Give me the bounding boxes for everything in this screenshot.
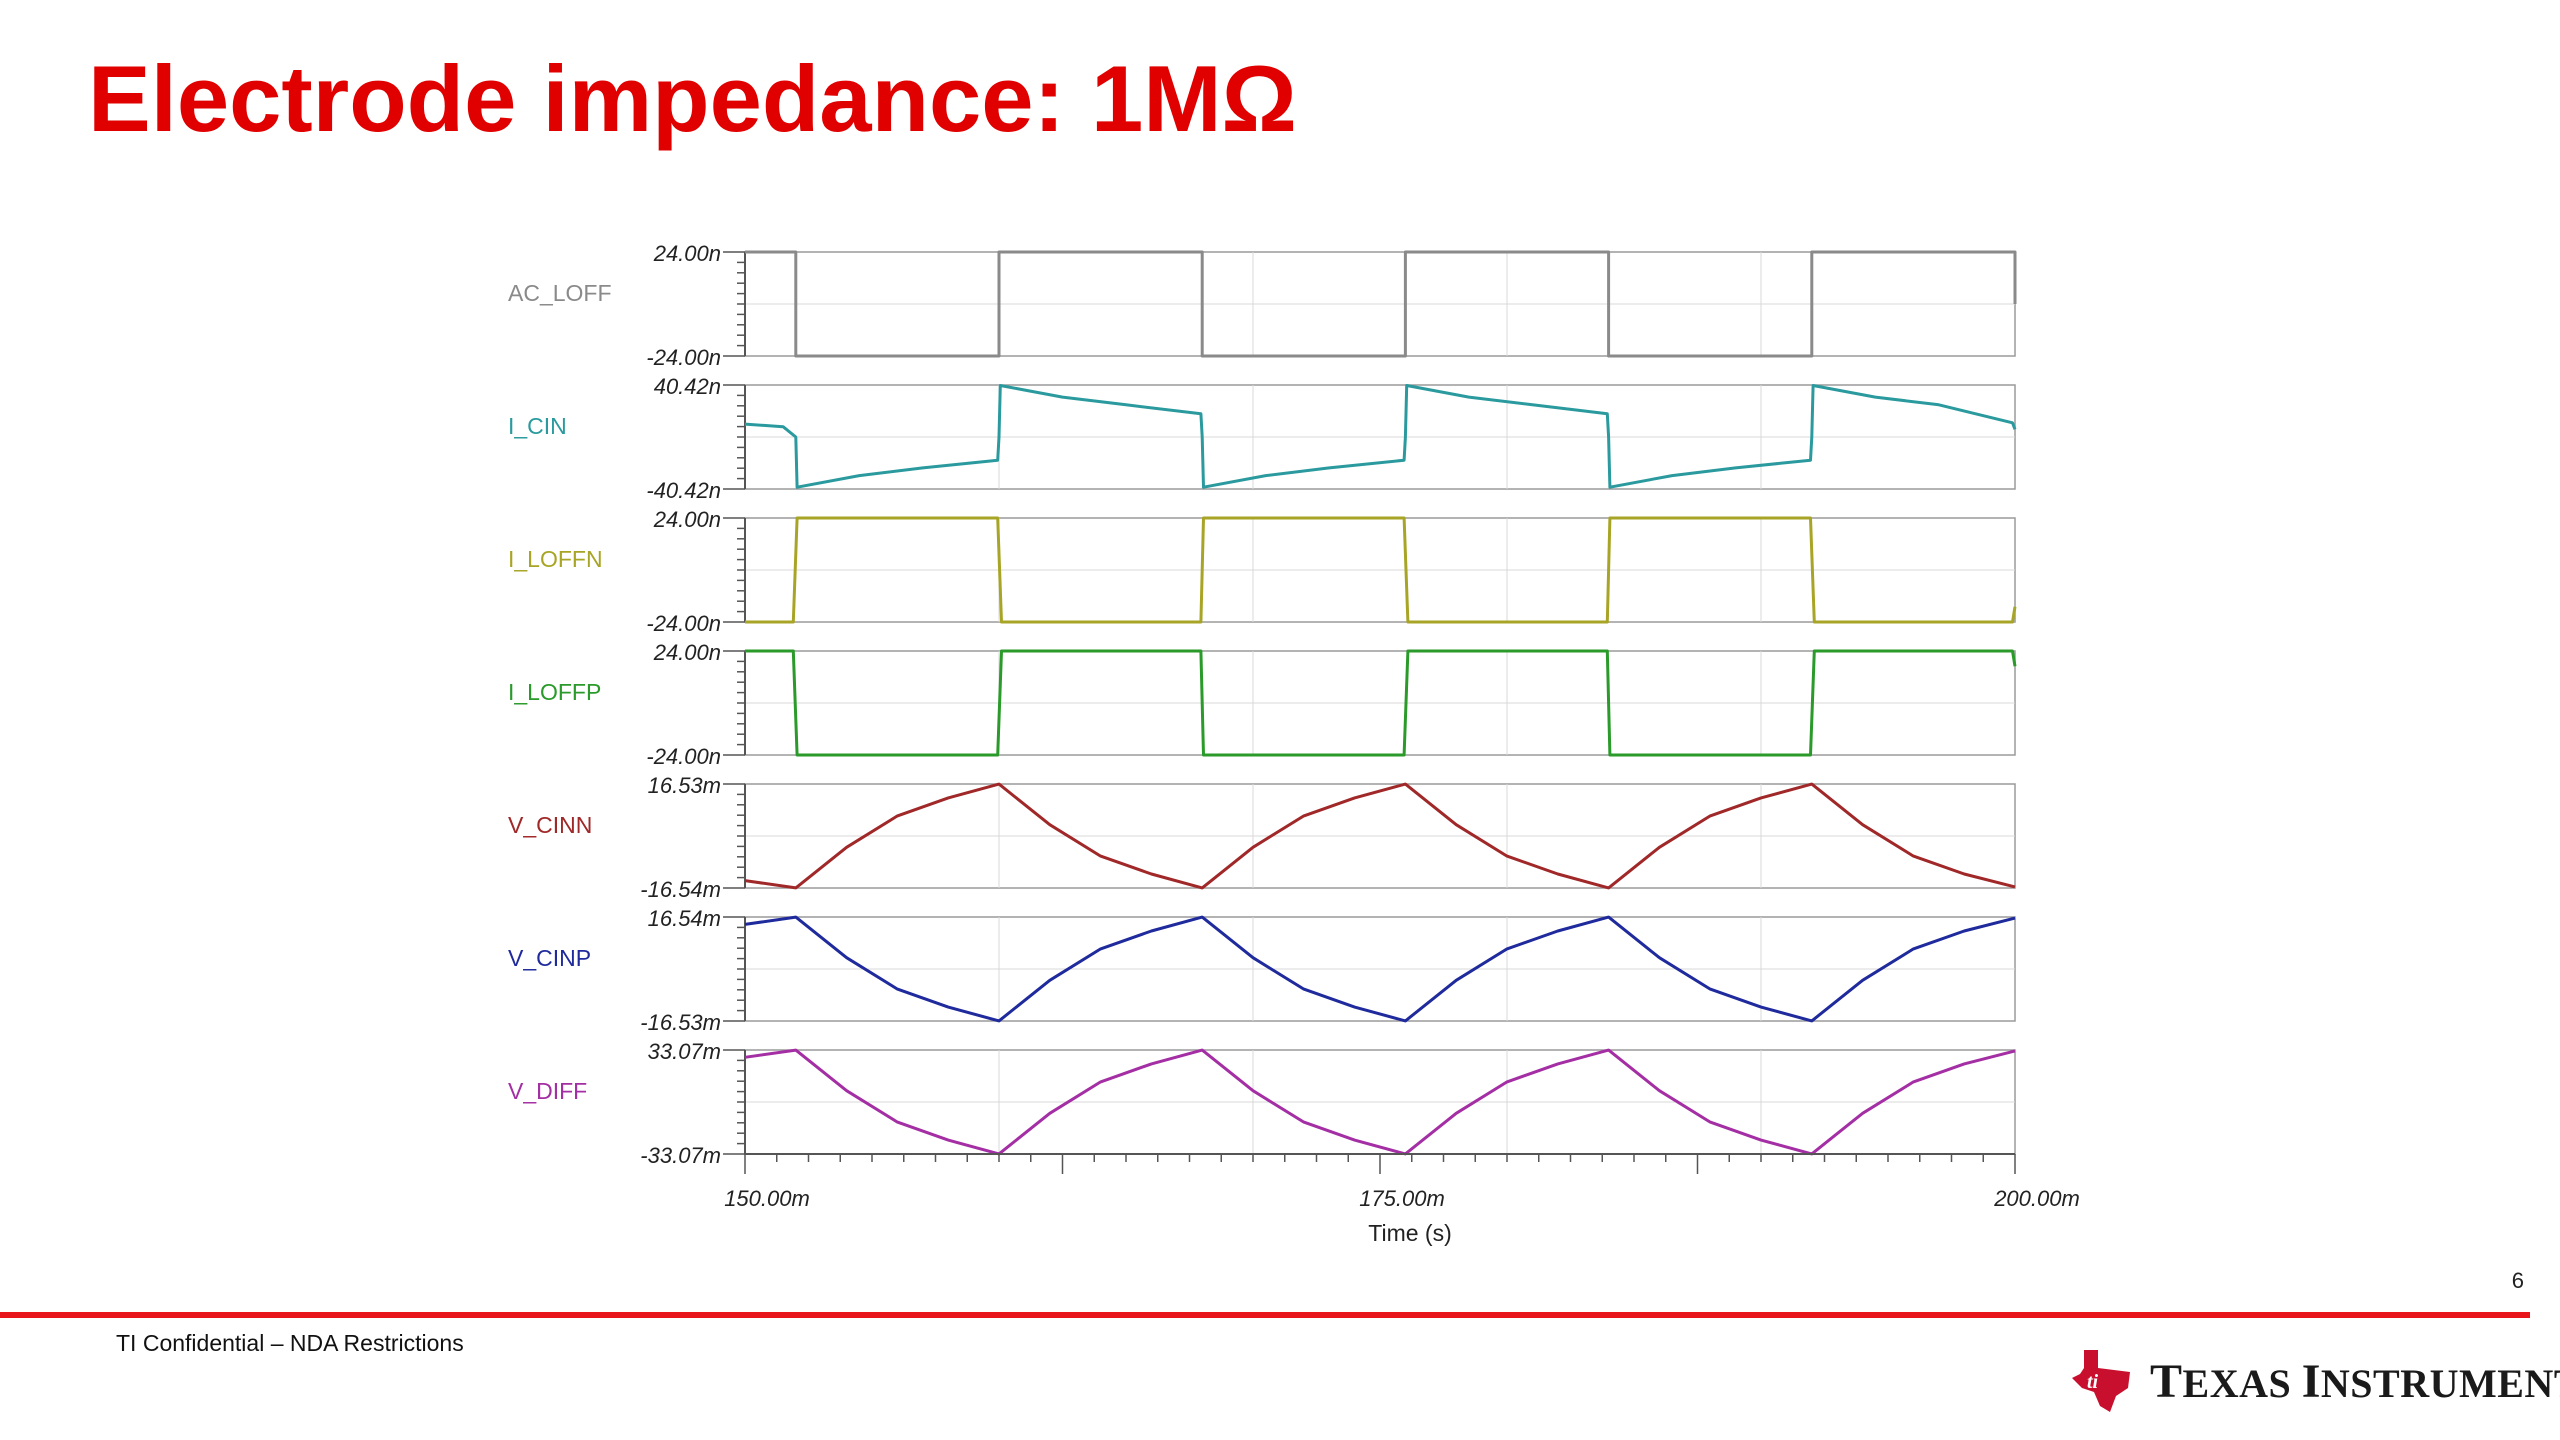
trace-label: I_LOFFP — [508, 679, 601, 705]
trace-label: I_CIN — [508, 413, 567, 439]
series-line — [744, 915, 2016, 1023]
trace-label: V_DIFF — [508, 1078, 587, 1104]
trace-label: AC_LOFF — [508, 280, 612, 306]
trace-panel-v_cinp: 16.54m -16.53m V_CINP — [508, 906, 2016, 1035]
trace-label: V_CINN — [508, 812, 592, 838]
slide-title: Electrode impedance: 1MΩ — [88, 46, 1297, 151]
page-number: 6 — [2511, 1268, 2524, 1293]
trace-panel-v_cinn: 16.53m -16.54m V_CINN — [508, 773, 2016, 902]
y-tick-label-top: 40.42n — [654, 374, 721, 399]
y-tick-label-bottom: -24.00n — [646, 744, 721, 769]
trace-label: V_CINP — [508, 945, 591, 971]
series-line — [744, 782, 2016, 890]
series-line — [745, 250, 2017, 358]
y-tick-label-bottom: -16.53m — [640, 1010, 721, 1035]
ti-logo: ti TEXAS INSTRUMENTS — [2070, 1348, 2560, 1414]
series-line — [745, 649, 2017, 757]
footer-rule — [0, 1312, 2530, 1318]
ti-wordmark: TEXAS INSTRUMENTS — [2150, 1354, 2560, 1408]
y-tick-label-bottom: -24.00n — [646, 345, 721, 370]
y-tick-label-top: 33.07m — [648, 1039, 721, 1064]
x-tick-label: 175.00m — [1359, 1186, 1445, 1211]
svg-text:ti: ti — [2087, 1371, 2099, 1393]
y-tick-label-top: 24.00n — [653, 507, 721, 532]
trace-panel-ac_loff: 24.00n -24.00n AC_LOFF — [508, 241, 2017, 370]
y-tick-label-top: 16.53m — [648, 773, 721, 798]
trace-panel-i_loffp: 24.00n -24.00n I_LOFFP — [508, 640, 2017, 769]
x-tick-label: 200.00m — [1993, 1186, 2080, 1211]
waveform-chart: 24.00n -24.00n AC_LOFF 40.42n -40.42n I_CIN 24… — [508, 241, 2080, 1246]
y-tick-label-top: 24.00n — [653, 241, 721, 266]
y-tick-label-bottom: -24.00n — [646, 611, 721, 636]
y-tick-label-bottom: -33.07m — [640, 1143, 721, 1168]
series-line — [745, 516, 2017, 624]
trace-panel-v_diff: 33.07m -33.07m V_DIFF — [508, 1039, 2016, 1168]
series-line — [744, 1048, 2016, 1156]
trace-panel-i_cin: 40.42n -40.42n I_CIN — [508, 374, 2017, 503]
y-tick-label-top: 16.54m — [648, 906, 721, 931]
x-axis-label: Time (s) — [1368, 1220, 1451, 1246]
texas-state-icon: ti — [2072, 1350, 2130, 1412]
trace-label: I_LOFFN — [508, 546, 603, 572]
confidential-notice: TI Confidential – NDA Restrictions — [116, 1330, 464, 1356]
y-tick-label-top: 24.00n — [653, 640, 721, 665]
series-line — [744, 384, 2017, 489]
y-tick-label-bottom: -16.54m — [640, 877, 721, 902]
x-axis: 150.00m 175.00m 200.00m Time (s) — [724, 1153, 2080, 1246]
y-tick-label-bottom: -40.42n — [646, 478, 721, 503]
trace-panel-i_loffn: 24.00n -24.00n I_LOFFN — [508, 507, 2017, 636]
x-tick-label: 150.00m — [724, 1186, 810, 1211]
